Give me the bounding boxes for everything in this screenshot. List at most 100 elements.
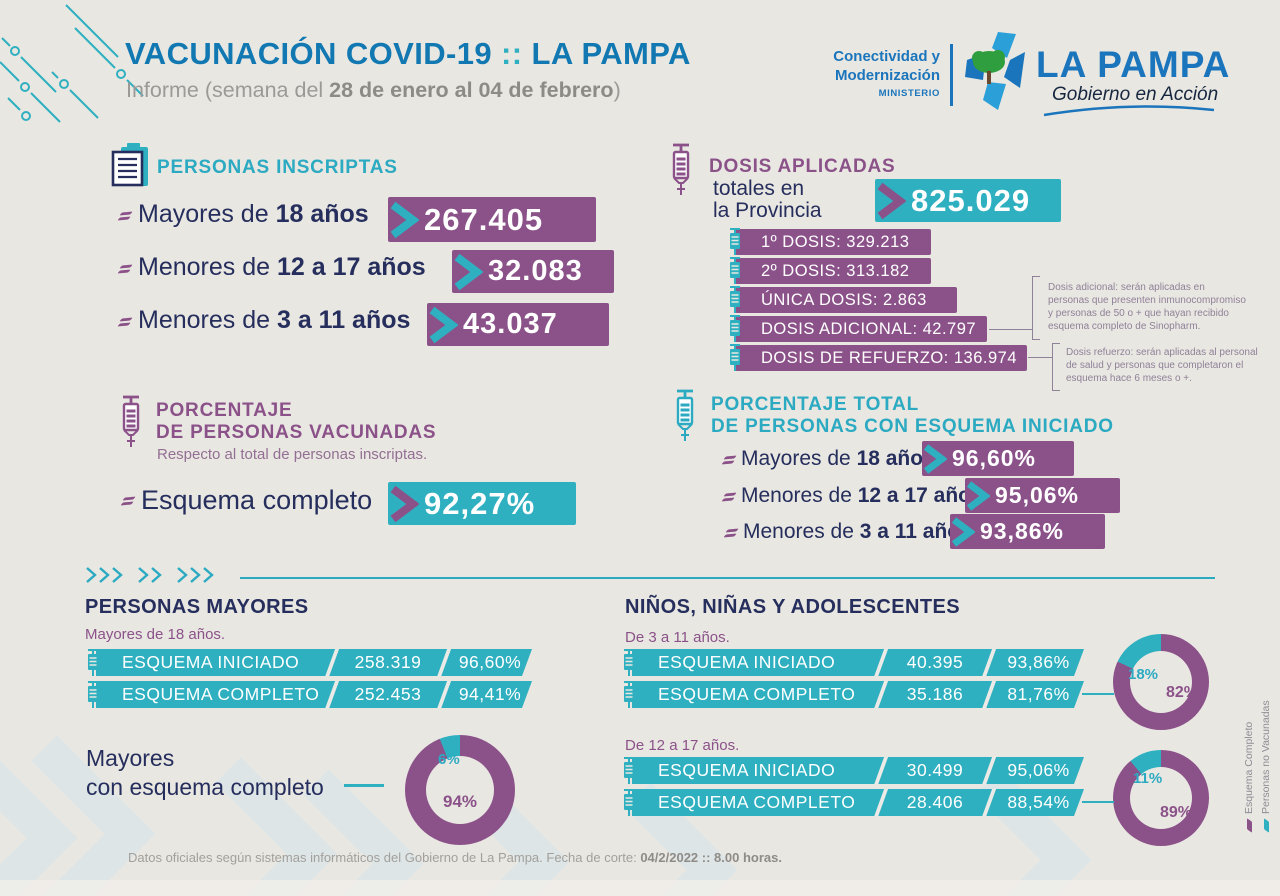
syringe-small-icon — [730, 228, 740, 255]
note-bracket — [1032, 276, 1040, 340]
donut-teal-label: 6% — [438, 751, 460, 768]
mayores-subtitle: Mayores de 18 años. — [85, 626, 226, 643]
note-connector-line — [1028, 357, 1052, 359]
mayores-bar-completo: ESQUEMA COMPLETO 252.453 94,41% — [96, 681, 532, 708]
label-prefix: Mayores de — [741, 447, 857, 470]
donut-connector-line — [1082, 801, 1114, 803]
legend-label: Esquema Completo — [1243, 721, 1255, 814]
iniciado-heading-line1: PORCENTAJE TOTAL — [711, 394, 920, 415]
ninos-heading: NIÑOS, NIÑAS Y ADOLESCENTES — [625, 596, 960, 618]
bar-count: 258.319 — [354, 652, 422, 672]
inscriptas-value: 267.405 — [424, 201, 544, 237]
ninos-3a11-bar-completo: ESQUEMA COMPLETO 35.186 81,76% — [632, 681, 1084, 708]
note-refuerzo: Dosis refuerzo: serán aplicadas al perso… — [1066, 347, 1258, 384]
donut-label-line2: con esquema completo — [86, 774, 324, 800]
ninos-12a17-bar-iniciado: ESQUEMA INICIADO 30.499 95,06% — [632, 757, 1084, 784]
logo-divider — [950, 44, 953, 106]
syringe-small-icon — [730, 344, 740, 371]
bar-pct: 94,41% — [458, 684, 522, 704]
dosis-heading: DOSIS APLICADAS — [709, 156, 896, 177]
chevron-right-icon — [390, 201, 419, 238]
legend-item-no-vacunadas: Personas no Vacunadas — [1260, 681, 1272, 833]
bar-pct: 96,60% — [458, 652, 522, 672]
chevron-right-icon — [923, 443, 947, 474]
inscriptas-value-box: 32.083 — [452, 250, 614, 293]
iniciado-value-box: 96,60% — [922, 441, 1074, 476]
page-title-separator: :: — [501, 36, 523, 71]
subtitle-bold: 28 de enero al 04 de febrero — [329, 78, 614, 102]
donut-teal-label: 18% — [1128, 666, 1159, 683]
ninos-3a11-bar-iniciado: ESQUEMA INICIADO 40.395 93,86% — [632, 649, 1084, 676]
syringe-icon — [676, 389, 694, 441]
dose-row-text: 2º DOSIS: 313.182 — [761, 261, 910, 280]
label-bold: 18 años — [856, 447, 935, 470]
bar-count: 30.499 — [906, 760, 964, 780]
dosis-subheading-line1: totales en — [713, 177, 805, 200]
brand-tagline: Gobierno en Acción — [1052, 84, 1219, 105]
chevron-right-icon — [454, 253, 483, 290]
page-subtitle: Informe (semana del 28 de enero al 04 de… — [126, 78, 621, 103]
chevron-right-icon — [877, 182, 906, 219]
legend-item-esquema-completo: Esquema Completo — [1243, 681, 1255, 833]
bullet-icon — [117, 317, 133, 329]
syringe-small-icon — [730, 315, 740, 342]
dose-row-text: 1º DOSIS: 329.213 — [761, 232, 910, 251]
bar-pct: 95,06% — [1007, 760, 1070, 780]
donut-legend: Esquema Completo Personas no Vacunadas — [1243, 681, 1279, 833]
inscriptas-row-label: Mayores de 18 años — [138, 200, 369, 229]
brand-wordmark: LA PAMPA — [1036, 44, 1231, 85]
syringe-small-icon — [730, 257, 740, 284]
iniciado-row-label: Menores de 3 a 11 años — [743, 520, 972, 544]
bar-label: ESQUEMA COMPLETO — [658, 792, 856, 812]
bar-label: ESQUEMA COMPLETO — [658, 684, 856, 704]
inscriptas-row-label: Menores de 12 a 17 años — [138, 253, 426, 282]
dosis-total-box: 825.029 — [875, 179, 1061, 222]
note-bracket — [1052, 343, 1060, 391]
legend-swatch-teal — [1263, 818, 1269, 833]
page-title-right: LA PAMPA — [531, 36, 691, 71]
bar-count: 252.453 — [354, 684, 422, 704]
ninos-subtitle-12a17: De 12 a 17 años. — [625, 737, 740, 754]
vacunadas-heading-line2: DE PERSONAS VACUNADAS — [156, 422, 437, 443]
iniciado-value: 93,86% — [980, 518, 1065, 544]
label-prefix: Menores de — [741, 484, 858, 507]
clipboard-icon — [111, 143, 148, 187]
bullet-icon — [723, 528, 739, 540]
bar-pct: 93,86% — [1007, 652, 1070, 672]
page-title-left: VACUNACIÓN COVID-19 — [125, 36, 493, 71]
syringe-small-icon — [624, 649, 634, 676]
bar-pct: 88,54% — [1007, 792, 1070, 812]
iniciado-heading-line2: DE PERSONAS CON ESQUEMA INICIADO — [711, 416, 1114, 437]
syringe-icon — [672, 143, 690, 195]
bar-label: ESQUEMA COMPLETO — [122, 684, 320, 704]
dose-row: 2º DOSIS: 313.182 — [730, 257, 931, 284]
bullet-icon — [117, 211, 133, 223]
syringe-small-icon — [624, 789, 634, 816]
label-prefix: Menores de — [138, 306, 277, 334]
iniciado-value: 95,06% — [995, 482, 1080, 508]
dosis-subheading-line2: la Provincia — [713, 199, 822, 222]
bullet-icon — [117, 264, 133, 276]
subtitle-prefix: Informe (semana del — [126, 78, 330, 102]
syringe-small-icon — [730, 286, 740, 313]
footer-text-bold: 04/2/2022 :: 8.00 horas. — [640, 850, 782, 865]
syringe-small-icon — [624, 681, 634, 708]
donut-connector-line — [1082, 693, 1114, 695]
watermark-chevrons — [0, 735, 1280, 896]
donut-purple-label: 89% — [1160, 804, 1193, 821]
dose-row-text: DOSIS DE REFUERZO: 136.974 — [761, 348, 1017, 367]
inscriptas-value: 43.037 — [463, 308, 558, 340]
iniciado-value-box: 93,86% — [950, 514, 1105, 549]
chevron-right-icon — [966, 480, 990, 511]
label-prefix: Menores de — [138, 253, 277, 281]
divider-chevrons-icon — [86, 567, 214, 583]
dose-row: DOSIS ADICIONAL: 42.797 — [730, 315, 987, 342]
syringe-small-icon — [88, 649, 98, 676]
iniciado-row-label: Menores de 12 a 17 años — [741, 484, 983, 508]
bullet-icon — [721, 492, 737, 504]
label-bold: 12 a 17 años — [857, 484, 983, 507]
dose-row: 1º DOSIS: 329.213 — [730, 228, 931, 255]
vacunadas-heading-line1: PORCENTAJE — [156, 400, 293, 421]
bullet-icon — [721, 455, 737, 467]
